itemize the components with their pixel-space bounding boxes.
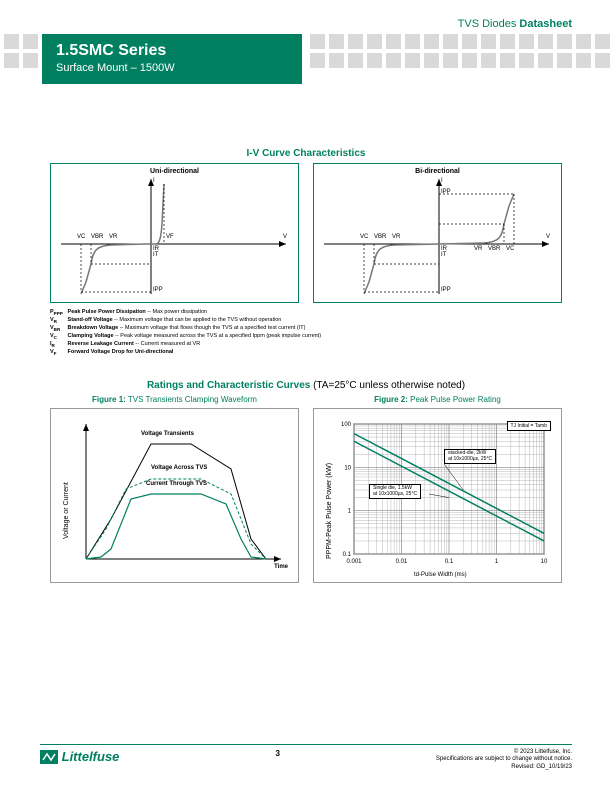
- svg-text:0.01: 0.01: [396, 559, 408, 565]
- uni-iv-curve: [51, 164, 300, 304]
- vc-label-bi: VC: [360, 234, 368, 240]
- fig1-text: TVS Transients Clamping Waveform: [126, 395, 257, 404]
- iv-section-title: I-V Curve Characteristics: [50, 148, 562, 159]
- footer-page: 3: [275, 749, 279, 758]
- svg-text:0.1: 0.1: [343, 552, 352, 558]
- definition-row: PPPP Peak Pulse Power Dissipation -- Max…: [50, 309, 562, 317]
- fig2-callout1: stacked-die, 2kW at 10x1000µs, 25°C: [444, 449, 496, 464]
- fig1-trace1: Voltage Transients: [141, 431, 194, 437]
- fig2-tj-note: TJ Initial = Tamb: [507, 421, 551, 431]
- bi-label: Bi-directional: [415, 168, 460, 175]
- fig2-callout2-l2: at 10x1000µs, 25°C: [373, 492, 417, 498]
- vbr-label-bi2: VBR: [488, 246, 500, 252]
- fig1-trace3: Current Through TVS: [146, 481, 207, 487]
- header-category: TVS Diodes Datasheet: [458, 18, 572, 30]
- fig2-chart: 0.001 0.01 0.1 1 10 0.1 1 10 100 PPPM-Peak Pulse…: [313, 408, 562, 583]
- definition-row: IR Reverse Leakage Current -- Current me…: [50, 341, 562, 349]
- vr-label: VR: [109, 234, 117, 240]
- fig1-ylabel: Voltage or Current: [63, 482, 70, 539]
- fig1-title: Figure 1: TVS Transients Clamping Wavefo…: [50, 395, 299, 404]
- title-box: 1.5SMC Series Surface Mount – 1500W: [42, 34, 302, 84]
- fig2-callout1-l2: at 10x1000µs, 25°C: [448, 457, 492, 463]
- uni-directional-chart: Uni-directional VC VBR VR VF V IR IT: [50, 163, 299, 303]
- vbr-label-bi: VBR: [374, 234, 386, 240]
- fig2-xlabel: td-Pulse Width (ms): [414, 572, 467, 578]
- header-category-text: TVS Diodes: [458, 18, 517, 30]
- header-doctype: Datasheet: [519, 18, 572, 30]
- svg-text:0.001: 0.001: [346, 559, 362, 565]
- fig1-label: Figure 1:: [92, 395, 126, 404]
- vr-label-bi: VR: [392, 234, 400, 240]
- ratings-title-rest: (TA=25°C unless otherwise noted): [310, 380, 465, 391]
- svg-text:0.1: 0.1: [445, 559, 454, 565]
- svg-text:10: 10: [344, 465, 351, 471]
- svg-text:100: 100: [341, 422, 352, 428]
- definition-row: VR Stand-off Voltage -- Maximum voltage …: [50, 317, 562, 325]
- footer-notice: Specifications are subject to change wit…: [436, 756, 572, 764]
- i-axis-label: I: [153, 178, 155, 184]
- fig2-ylabel: PPPM-Peak Pulse Power (kW): [326, 463, 333, 559]
- svg-text:10: 10: [541, 559, 548, 565]
- vc-label-bi2: VC: [506, 246, 514, 252]
- svg-text:1: 1: [495, 559, 499, 565]
- fig2-svg: 0.001 0.01 0.1 1 10 0.1 1 10 100: [314, 409, 563, 584]
- iv-section: I-V Curve Characteristics Uni-directiona…: [50, 148, 562, 357]
- footer-revised: Revised: GD_10/19/23: [436, 764, 572, 772]
- series-subtitle: Surface Mount – 1500W: [56, 62, 288, 74]
- fig2-text: Peak Pulse Power Rating: [408, 395, 501, 404]
- ratings-section: Ratings and Characteristic Curves (TA=25…: [50, 380, 562, 583]
- ipp-label-bi: IPP: [441, 287, 451, 293]
- definition-row: VBR Breakdown Voltage -- Maximum voltage…: [50, 325, 562, 333]
- fig1-chart: Voltage or Current Time Voltage Transien…: [50, 408, 299, 583]
- definitions-list: PPPP Peak Pulse Power Dissipation -- Max…: [50, 309, 562, 357]
- fig1-xlabel: Time: [274, 564, 288, 570]
- ipp-label-bi2: IPP: [441, 189, 451, 195]
- logo-icon: [40, 750, 58, 764]
- it-label: IT: [153, 252, 158, 258]
- it-label-bi: IT: [441, 252, 446, 258]
- i-axis-label-bi: I: [441, 178, 443, 184]
- vc-label: VC: [77, 234, 85, 240]
- footer-logo: Littelfuse: [40, 749, 119, 765]
- v-axis-label: V: [283, 234, 287, 240]
- uni-label: Uni-directional: [150, 168, 199, 175]
- bi-iv-curve: [314, 164, 563, 304]
- footer-logo-text: Littelfuse: [62, 749, 120, 764]
- footer-right: © 2023 Littelfuse, Inc. Specifications a…: [436, 749, 572, 772]
- ratings-title: Ratings and Characteristic Curves (TA=25…: [50, 380, 562, 391]
- definition-row: VF Forward Voltage Drop for Uni-directio…: [50, 349, 562, 357]
- ratings-title-green: Ratings and Characteristic Curves: [147, 380, 310, 391]
- footer-copyright: © 2023 Littelfuse, Inc.: [436, 749, 572, 757]
- definition-row: VC Clamping Voltage -- Peak voltage meas…: [50, 333, 562, 341]
- footer: Littelfuse 3 © 2023 Littelfuse, Inc. Spe…: [40, 744, 572, 772]
- vf-label: VF: [166, 234, 174, 240]
- fig1-trace2: Voltage Across TVS: [151, 465, 207, 471]
- v-axis-label-bi: V: [546, 234, 550, 240]
- fig2-label: Figure 2:: [374, 395, 408, 404]
- ipp-label: IPP: [153, 287, 163, 293]
- fig2-title: Figure 2: Peak Pulse Power Rating: [313, 395, 562, 404]
- vr-label-bi2: VR: [474, 246, 482, 252]
- bi-directional-chart: Bi-directional VC VBR VR VR VBR V: [313, 163, 562, 303]
- svg-text:1: 1: [348, 509, 352, 515]
- series-title: 1.5SMC Series: [56, 42, 288, 60]
- fig2-callout2: Single die, 1.5kW at 10x1000µs, 25°C: [369, 484, 421, 499]
- vbr-label: VBR: [91, 234, 103, 240]
